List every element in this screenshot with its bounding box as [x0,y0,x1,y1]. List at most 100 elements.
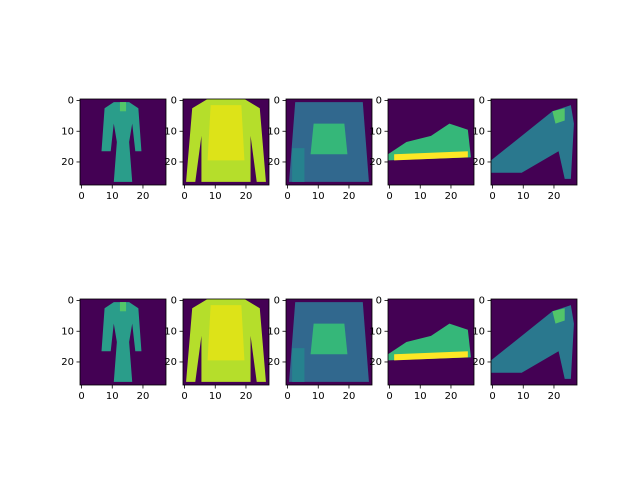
silhouette [388,123,471,161]
silhouette [101,102,142,182]
x-tick-label: 20 [548,191,561,202]
y-tick-label: 20 [472,357,485,368]
axes-frame [182,98,270,186]
x-tick-label: 20 [137,191,150,202]
y-tick-label: 0 [68,96,74,107]
x-tick-label: 0 [78,191,84,202]
y-tick-label: 0 [376,96,382,107]
image [80,299,166,385]
y-tick-label: 0 [171,296,177,307]
x-tick-label: 10 [209,191,222,202]
y-tick-label: 20 [164,357,177,368]
y-tick-label: 10 [164,326,177,337]
y-tick-label: 20 [164,157,177,168]
subplot: 0 10 20 0 10 20 [369,296,475,402]
x-tick-label: 10 [312,191,325,202]
subplot: 0 10 20 0 10 20 [164,296,270,402]
silhouette [388,323,471,361]
y-tick-label: 20 [472,157,485,168]
axes-frame [387,98,475,186]
y-tick-label: 10 [267,326,280,337]
silhouette-part [119,302,127,312]
x-tick-label: 0 [489,391,495,402]
image [183,99,269,185]
x-tick-label: 10 [106,391,119,402]
y-tick-label: 0 [376,296,382,307]
subplot: 0 10 20 0 10 20 [164,96,270,202]
y-tick-label: 10 [472,126,485,137]
x-tick-label: 0 [386,191,392,202]
y-tick-label: 10 [267,126,280,137]
subplot: 0 10 20 0 10 20 [267,296,373,402]
x-tick-label: 0 [386,391,392,402]
y-tick-label: 0 [479,96,485,107]
image [183,299,269,385]
x-tick-label: 20 [343,191,356,202]
axes-frame [79,98,167,186]
y-tick-label: 20 [267,357,280,368]
x-tick-label: 20 [343,391,356,402]
x-tick-label: 10 [312,391,325,402]
x-tick-label: 10 [517,191,530,202]
y-tick-label: 0 [171,96,177,107]
subplot: 0 10 20 0 10 20 [369,96,475,202]
silhouette-part [552,108,565,124]
y-tick-label: 0 [479,296,485,307]
silhouette-part [101,302,142,382]
y-tick-label: 10 [369,126,382,137]
x-tick-label: 20 [548,391,561,402]
y-tick-label: 20 [61,157,74,168]
image [491,299,577,385]
silhouette [289,102,369,182]
silhouette [101,302,142,382]
x-tick-label: 10 [517,391,530,402]
axes-frame [387,298,475,386]
subplot: 0 10 20 0 10 20 [61,296,167,402]
silhouette-part [388,323,471,361]
image [388,99,474,185]
silhouette-part [292,348,305,382]
y-tick-label: 0 [274,96,280,107]
silhouette-part [310,123,348,155]
x-tick-label: 0 [284,191,290,202]
image [286,299,372,385]
image [388,299,474,385]
x-tick-label: 0 [78,391,84,402]
y-tick-label: 20 [369,157,382,168]
y-tick-label: 0 [68,296,74,307]
axes-frame [79,298,167,386]
axes-frame [490,298,578,386]
x-tick-label: 0 [181,191,187,202]
silhouette [186,299,266,382]
silhouette-part [552,308,565,324]
silhouette [186,99,266,182]
silhouette-part [491,105,574,179]
silhouette-part [491,305,574,379]
x-tick-label: 20 [240,191,253,202]
y-tick-label: 10 [164,126,177,137]
y-tick-label: 10 [369,326,382,337]
silhouette-part [101,102,142,182]
axes-frame [285,98,373,186]
silhouette [491,105,574,179]
silhouette-part [388,123,471,161]
silhouette-part [119,102,127,112]
image [491,99,577,185]
y-tick-label: 0 [274,296,280,307]
x-tick-label: 20 [445,191,458,202]
x-tick-label: 0 [284,391,290,402]
subplot: 0 10 20 0 10 20 [267,96,373,202]
axes-frame [182,298,270,386]
y-tick-label: 10 [61,126,74,137]
silhouette [289,302,369,382]
silhouette-part [207,305,245,361]
x-tick-label: 10 [106,191,119,202]
x-tick-label: 10 [209,391,222,402]
x-tick-label: 10 [414,191,427,202]
silhouette-part [292,148,305,182]
y-tick-label: 20 [267,157,280,168]
image [286,99,372,185]
x-tick-label: 20 [445,391,458,402]
